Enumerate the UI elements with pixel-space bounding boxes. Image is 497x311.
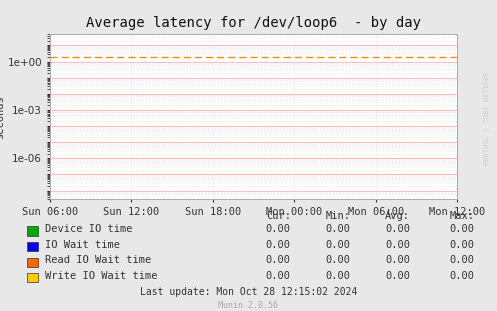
Text: 0.00: 0.00 [385, 271, 410, 281]
Text: 0.00: 0.00 [326, 240, 350, 250]
Text: 0.00: 0.00 [266, 240, 291, 250]
Text: 0.00: 0.00 [326, 224, 350, 234]
Text: Min:: Min: [326, 211, 350, 221]
Text: Avg:: Avg: [385, 211, 410, 221]
Text: 0.00: 0.00 [385, 255, 410, 265]
Text: 0.00: 0.00 [450, 255, 475, 265]
Text: Last update: Mon Oct 28 12:15:02 2024: Last update: Mon Oct 28 12:15:02 2024 [140, 287, 357, 297]
Text: Write IO Wait time: Write IO Wait time [45, 271, 157, 281]
Text: Max:: Max: [450, 211, 475, 221]
Text: Munin 2.0.56: Munin 2.0.56 [219, 301, 278, 310]
Text: 0.00: 0.00 [266, 255, 291, 265]
Text: Device IO time: Device IO time [45, 224, 132, 234]
Text: RRDTOOL / TOBI OETIKER: RRDTOOL / TOBI OETIKER [484, 72, 490, 165]
Text: 0.00: 0.00 [385, 224, 410, 234]
Text: Read IO Wait time: Read IO Wait time [45, 255, 151, 265]
Text: 0.00: 0.00 [450, 271, 475, 281]
Text: 0.00: 0.00 [450, 224, 475, 234]
Text: 0.00: 0.00 [326, 271, 350, 281]
Text: 0.00: 0.00 [326, 255, 350, 265]
Text: 0.00: 0.00 [266, 271, 291, 281]
Text: 0.00: 0.00 [385, 240, 410, 250]
Text: 0.00: 0.00 [450, 240, 475, 250]
Text: Cur:: Cur: [266, 211, 291, 221]
Text: IO Wait time: IO Wait time [45, 240, 120, 250]
Title: Average latency for /dev/loop6  - by day: Average latency for /dev/loop6 - by day [86, 16, 421, 30]
Y-axis label: seconds: seconds [0, 95, 4, 138]
Text: 0.00: 0.00 [266, 224, 291, 234]
